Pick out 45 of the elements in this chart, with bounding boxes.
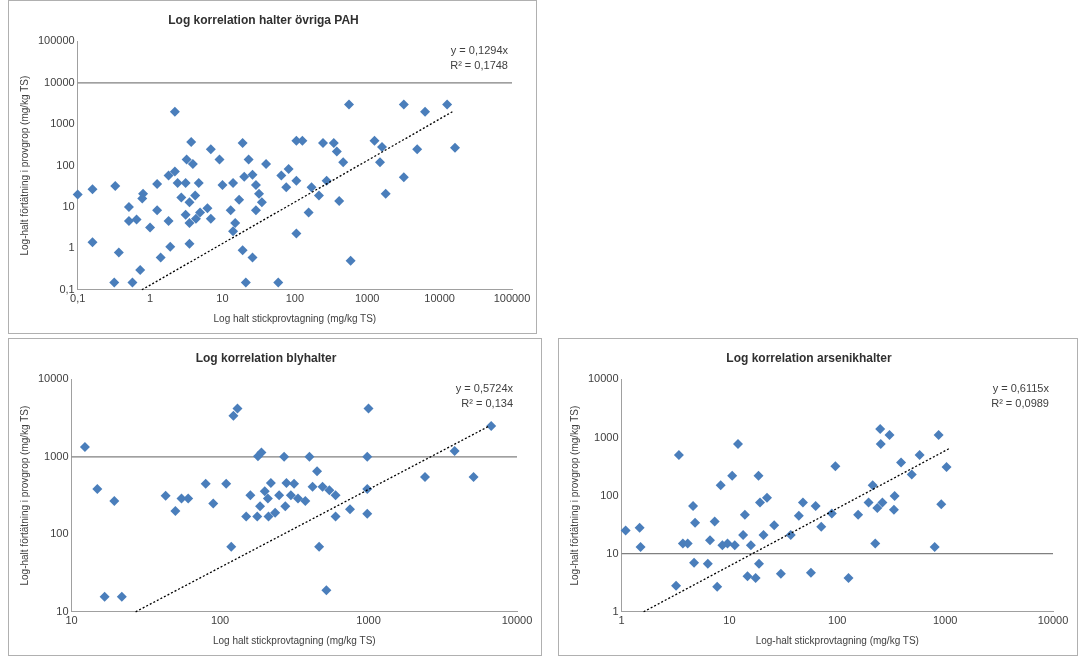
x-tick-label: 100 bbox=[285, 292, 305, 305]
y-tick-label: 100000 bbox=[37, 34, 75, 47]
y-tick-label: 1 bbox=[68, 241, 75, 254]
x-tick-label: 1 bbox=[147, 292, 154, 305]
annotation: y = 0,1294x bbox=[450, 43, 509, 56]
annotation: R² = 0,1748 bbox=[450, 58, 508, 71]
y-tick-label: 10 bbox=[56, 604, 69, 617]
y-axis-title: Log-halt förtätning i provgrop (mg/kg TS) bbox=[18, 405, 30, 586]
annotation: R² = 0,134 bbox=[461, 396, 513, 409]
chart-title: Log korrelation blyhalter bbox=[195, 350, 337, 365]
y-tick-label: 1 bbox=[612, 604, 619, 617]
x-axis-title: Log-halt stickprovtagning (mg/kg TS) bbox=[755, 634, 919, 646]
x-axis-title: Log halt stickprovtagning (mg/kg TS) bbox=[212, 634, 376, 646]
x-tick-label: 10000 bbox=[501, 614, 533, 627]
chart-title: Log korrelation arsenikhalter bbox=[726, 350, 893, 365]
x-tick-label: 1000 bbox=[354, 292, 380, 305]
x-tick-label: 10 bbox=[216, 292, 229, 305]
y-tick-label: 1000 bbox=[594, 430, 619, 443]
y-axis-title: Log-halt förtätning i provgrop (mg/kg TS) bbox=[18, 75, 30, 256]
chart-title: Log korrelation halter övriga PAH bbox=[168, 12, 359, 27]
y-tick-label: 100 bbox=[50, 527, 69, 540]
x-tick-label: 100 bbox=[828, 614, 847, 627]
x-tick-label: 10000 bbox=[1037, 614, 1069, 627]
x-tick-label: 100 bbox=[210, 614, 230, 627]
y-tick-label: 100 bbox=[600, 488, 619, 501]
y-tick-label: 10 bbox=[62, 200, 75, 213]
annotation: R² = 0,0989 bbox=[991, 396, 1049, 409]
x-tick-label: 1000 bbox=[932, 614, 958, 627]
annotation: y = 0,6115x bbox=[992, 381, 1050, 394]
y-tick-label: 0,1 bbox=[59, 282, 75, 295]
x-tick-label: 10000 bbox=[424, 292, 455, 305]
annotation: y = 0,5724x bbox=[455, 381, 514, 394]
y-tick-label: 1000 bbox=[44, 449, 69, 462]
y-tick-label: 10000 bbox=[44, 75, 75, 88]
y-tick-label: 10 bbox=[606, 546, 619, 559]
y-tick-label: 10000 bbox=[37, 372, 69, 385]
x-tick-label: 100000 bbox=[493, 292, 531, 305]
x-axis-title: Log halt stickprovtagning (mg/kg TS) bbox=[213, 312, 377, 324]
y-tick-label: 1000 bbox=[50, 117, 75, 130]
y-tick-label: 100 bbox=[56, 158, 75, 171]
y-tick-label: 10000 bbox=[587, 372, 619, 385]
x-tick-label: 1000 bbox=[356, 614, 381, 627]
x-tick-label: 0,1 bbox=[70, 292, 86, 305]
y-axis-title: Log-halt förtätning i provgrop (mg/kg TS) bbox=[568, 405, 580, 586]
x-tick-label: 10 bbox=[723, 614, 736, 627]
